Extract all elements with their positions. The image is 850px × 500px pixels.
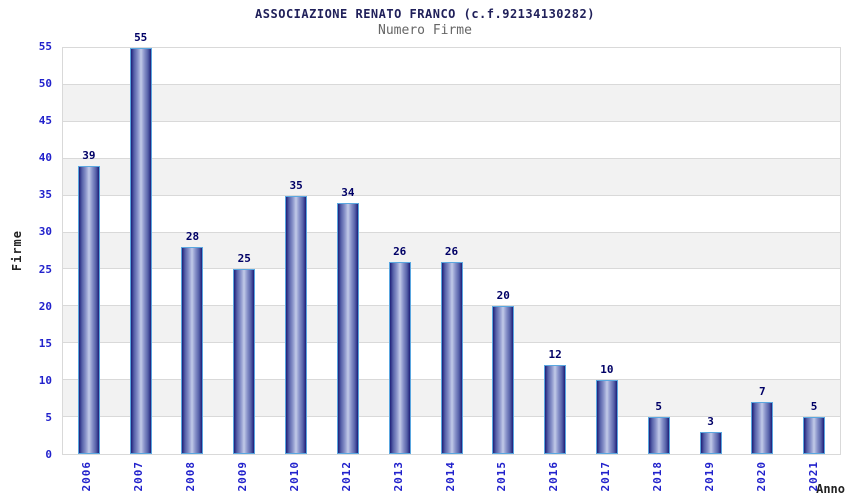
gridline (63, 231, 840, 233)
bar-2010 (285, 195, 308, 454)
bar-value-label: 7 (758, 385, 766, 399)
y-tick-label: 20 (38, 299, 52, 313)
bar-2017 (595, 380, 618, 454)
y-tick-label: 45 (38, 114, 52, 128)
bar-value-label: 35 (289, 178, 303, 192)
y-tick-label: 5 (45, 410, 52, 424)
bar-value-label: 3 (707, 414, 714, 428)
x-tick-label: 2006 (79, 461, 93, 492)
x-axis: 2006 2007 2008 2009 2010 2012 2013 2014 2015 2016… (62, 459, 841, 500)
bar-value-label: 26 (444, 245, 459, 259)
x-tick-label: 2018 (651, 461, 665, 492)
band (63, 158, 840, 196)
x-tick-label: 2019 (703, 461, 717, 492)
bar-2013 (388, 262, 411, 454)
x-tick-label: 2010 (287, 461, 301, 492)
bar-value-label: 28 (185, 230, 200, 244)
y-tick-label: 55 (38, 39, 52, 53)
band (63, 84, 840, 122)
bar-2009 (233, 269, 256, 454)
x-tick-label: 2007 (131, 461, 145, 492)
x-tick-label: 2013 (391, 461, 405, 492)
bar-value-label: 25 (237, 252, 251, 266)
y-axis: 0 5 10 15 20 25 30 35 40 45 50 55 (0, 40, 62, 461)
bar-2008 (181, 247, 204, 454)
bar-2016 (544, 365, 567, 454)
band (63, 195, 840, 233)
y-tick-label: 10 (38, 373, 52, 387)
bar-2006 (77, 166, 100, 454)
y-tick-label: 40 (38, 151, 52, 165)
bar-2014 (440, 262, 463, 454)
bar-2018 (647, 417, 670, 454)
bar-value-label: 10 (600, 363, 614, 377)
y-tick-label: 25 (38, 262, 52, 276)
y-tick-label: 30 (38, 225, 52, 239)
y-tick-label: 15 (38, 336, 52, 350)
bar-2019 (699, 431, 722, 454)
x-tick-label: 2020 (755, 461, 769, 492)
x-tick-label: 2008 (183, 461, 197, 492)
band (63, 121, 840, 159)
x-tick-label: 2012 (339, 461, 353, 492)
x-tick-label: 2015 (495, 461, 509, 492)
gridline (63, 194, 840, 196)
x-axis-title: Anno (816, 482, 845, 496)
plot-area: 39 55 28 25 35 34 26 26 20 12 10 5 3 7 5 (62, 31, 841, 455)
bar-value-label: 34 (341, 186, 355, 200)
gridline (63, 157, 840, 159)
bar-2015 (492, 306, 515, 454)
bar-2012 (336, 203, 359, 454)
bar-value-label: 26 (393, 245, 407, 259)
x-tick-label: 2014 (443, 461, 457, 492)
bar-2007 (129, 48, 152, 454)
x-tick-label: 2009 (235, 461, 249, 492)
y-tick-label: 50 (38, 76, 52, 90)
y-tick-label: 0 (45, 447, 52, 461)
chart-title: ASSOCIAZIONE RENATO FRANCO (c.f.92134130… (255, 7, 595, 21)
bar-value-label: 55 (134, 31, 148, 44)
bar-2020 (751, 402, 774, 454)
gridline (63, 120, 840, 122)
chart-subtitle: Numero Firme (378, 23, 472, 38)
bar-value-label: 5 (655, 400, 662, 414)
band (63, 48, 840, 85)
bar-value-label: 39 (82, 149, 96, 163)
bar-value-label: 12 (548, 348, 562, 362)
x-tick-label: 2017 (599, 461, 613, 492)
bar-value-label: 5 (810, 400, 818, 414)
bar-value-label: 20 (496, 289, 510, 303)
gridline (63, 83, 840, 85)
bar-2021 (803, 417, 826, 454)
y-tick-label: 35 (38, 188, 52, 202)
x-tick-label: 2016 (547, 461, 561, 492)
